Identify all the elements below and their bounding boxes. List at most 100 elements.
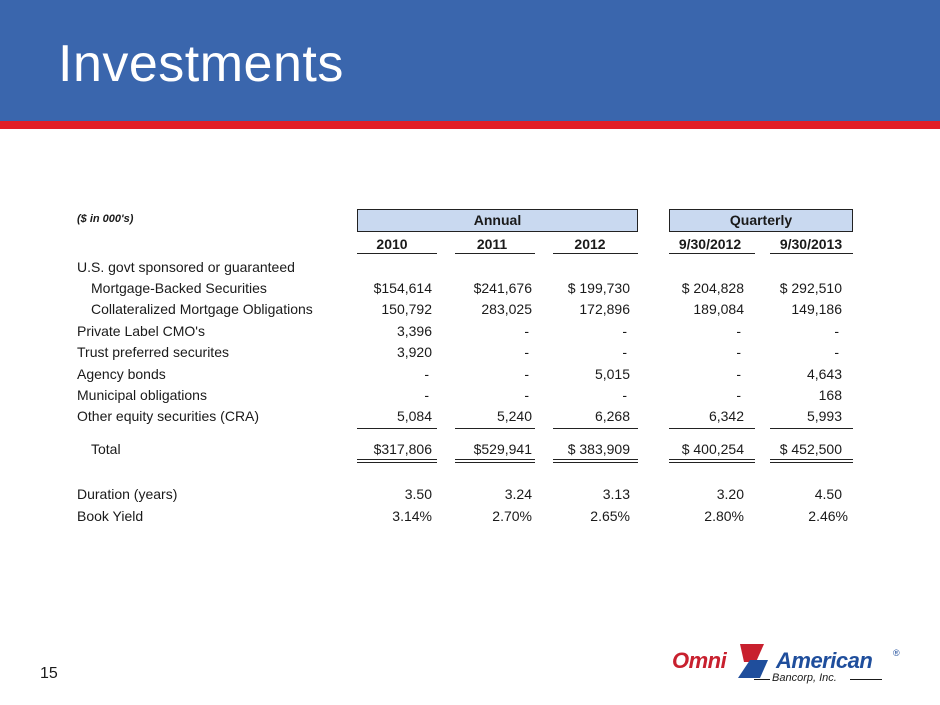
table-cell: $ 199,730	[567, 280, 630, 296]
total-double-rule	[455, 459, 535, 460]
total-double-rule	[669, 459, 755, 460]
table-cell: 2.70%	[492, 508, 532, 524]
total-double-rule	[357, 459, 437, 460]
table-cell: -	[424, 387, 429, 403]
logo-mark-icon	[738, 644, 768, 678]
column-header-q3-2013: 9/30/2013	[779, 236, 843, 252]
logo-omni-text: Omni	[672, 648, 727, 673]
table-cell: $ 383,909	[567, 441, 630, 457]
table-cell: -	[524, 344, 529, 360]
table-cell: 5,015	[594, 366, 630, 382]
table-cell: $154,614	[373, 280, 432, 296]
table-cell: 172,896	[579, 301, 630, 317]
table-cell: $ 292,510	[779, 280, 842, 296]
table-cell: 6,342	[708, 408, 744, 424]
quarterly-group-header: Quarterly	[669, 209, 853, 232]
table-cell: 3.13	[602, 486, 630, 502]
units-note: ($ in 000's)	[77, 213, 134, 225]
subtotal-rule	[669, 428, 755, 429]
table-cell: 2.46%	[808, 508, 848, 524]
column-header-2012: 2012	[574, 236, 606, 252]
table-cell: 3,396	[396, 323, 432, 339]
table-cell: -	[622, 344, 627, 360]
table-cell: $ 204,828	[681, 280, 744, 296]
table-cell: 5,084	[396, 408, 432, 424]
logo-mark-red	[740, 644, 764, 662]
table-cell: 189,084	[693, 301, 744, 317]
total-double-rule	[770, 459, 853, 460]
header-underline	[770, 253, 853, 254]
total-double-rule	[553, 462, 638, 463]
subtotal-rule	[770, 428, 853, 429]
row-label: Mortgage-Backed Securities	[91, 280, 267, 296]
logo-rule-right	[850, 679, 882, 680]
table-cell: 3.14%	[392, 508, 432, 524]
logo-american-text: American	[776, 648, 873, 673]
total-double-rule	[770, 462, 853, 463]
table-cell: 5,240	[496, 408, 532, 424]
slide-number: 15	[40, 665, 58, 682]
table-cell: 168	[818, 387, 842, 403]
table-cell: 6,268	[594, 408, 630, 424]
table-cell: 149,186	[791, 301, 842, 317]
section-header-govt: U.S. govt sponsored or guaranteed	[77, 259, 295, 275]
table-cell: 3.20	[716, 486, 744, 502]
table-cell: 5,993	[806, 408, 842, 424]
table-cell: 3.50	[404, 486, 432, 502]
row-label: Other equity securities (CRA)	[77, 408, 260, 424]
omniamerican-logo: Omni American ® Bancorp, Inc.	[672, 640, 904, 686]
row-label: Total	[91, 441, 121, 457]
table-cell: -	[524, 366, 529, 382]
table-cell: 2.80%	[704, 508, 744, 524]
header-underline	[553, 253, 638, 254]
row-label: Agency bonds	[77, 366, 166, 382]
table-cell: 283,025	[481, 301, 532, 317]
table-cell: -	[524, 387, 529, 403]
subtotal-rule	[455, 428, 535, 429]
table-cell: -	[524, 323, 529, 339]
row-label: Book Yield	[77, 508, 144, 524]
column-header-2010: 2010	[376, 236, 408, 252]
subtotal-rule	[553, 428, 638, 429]
table-cell: -	[736, 366, 741, 382]
table-cell: 150,792	[381, 301, 432, 317]
logo-mark-blue	[738, 660, 768, 678]
logo-bancorp-text: Bancorp, Inc.	[772, 672, 837, 684]
header-underline	[669, 253, 755, 254]
total-double-rule	[357, 462, 437, 463]
total-double-rule	[455, 462, 535, 463]
table-cell: 2.65%	[590, 508, 630, 524]
table-cell: -	[622, 387, 627, 403]
table-cell: -	[736, 387, 741, 403]
title-banner	[0, 0, 940, 121]
table-cell: -	[834, 344, 839, 360]
table-cell: 4.50	[814, 486, 842, 502]
table-cell: $ 400,254	[681, 441, 744, 457]
table-cell: 3.24	[504, 486, 532, 502]
table-cell: $ 452,500	[779, 441, 842, 457]
table-cell: -	[834, 323, 839, 339]
registered-mark: ®	[893, 648, 900, 658]
header-underline	[357, 253, 437, 254]
table-cell: 4,643	[806, 366, 842, 382]
row-label: Collateralized Mortgage Obligations	[91, 301, 313, 317]
table-cell: -	[736, 344, 741, 360]
table-cell: $529,941	[473, 441, 532, 457]
slide-title: Investments	[58, 35, 344, 93]
table-cell: -	[424, 366, 429, 382]
table-cell: -	[736, 323, 741, 339]
column-header-q3-2012: 9/30/2012	[678, 236, 742, 252]
total-double-rule	[553, 459, 638, 460]
table-cell: $241,676	[473, 280, 532, 296]
annual-group-header: Annual	[357, 209, 638, 232]
subtotal-rule	[357, 428, 437, 429]
logo-rule-left	[754, 679, 770, 680]
table-cell: -	[622, 323, 627, 339]
row-label: Duration (years)	[77, 486, 178, 502]
row-label: Municipal obligations	[77, 387, 207, 403]
column-header-2011: 2011	[476, 236, 508, 252]
red-divider-stripe	[0, 121, 940, 129]
table-cell: 3,920	[396, 344, 432, 360]
header-underline	[455, 253, 535, 254]
